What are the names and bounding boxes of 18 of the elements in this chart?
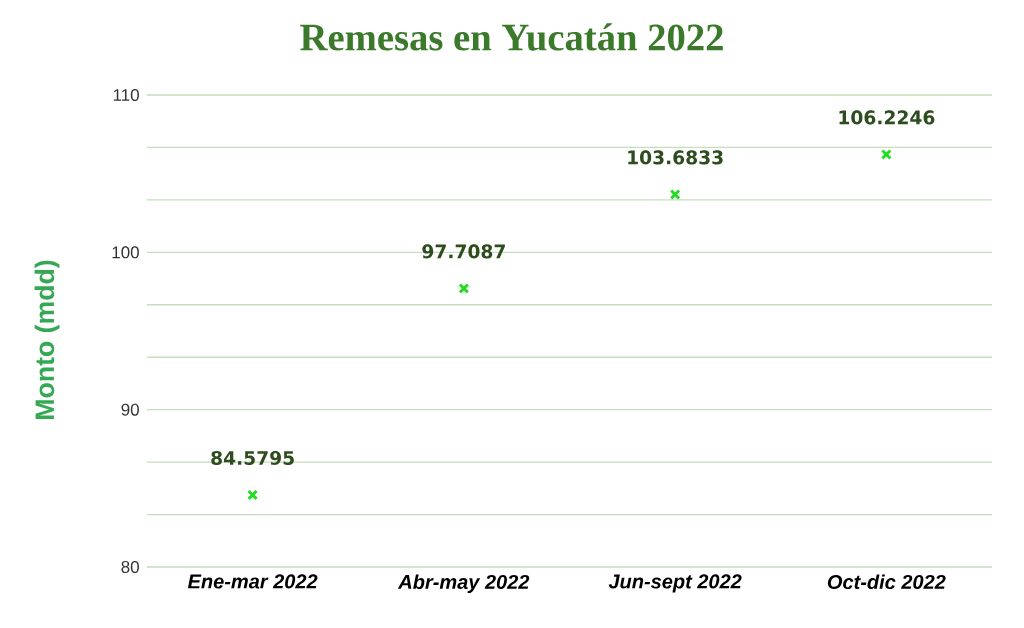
y-tick-label: 90 [121,403,139,416]
x-tick-label: Oct-dic 2022 [827,574,946,590]
data-label: 106.2246 [839,110,935,125]
x-tick-label: Ene-mar 2022 [187,574,318,589]
point [458,282,470,294]
data-label: 97.7087 [422,244,505,259]
data-label: 103.6833 [628,150,723,165]
y-tick-label: 100 [112,246,139,259]
x-tick-label: Abr-may 2022 [397,574,530,594]
y-axis-title: Monto (mdd) [34,260,60,419]
data-label: 84.5795 [211,450,294,466]
x-tick-label: Jun-sept 2022 [608,574,742,593]
y-tick-label: 80 [121,560,139,574]
chart-title: Remesas en Yucatán 2022 [300,23,723,51]
point [669,188,681,200]
point [880,148,892,160]
y-tick-label: 110 [113,88,139,102]
point [247,489,259,501]
